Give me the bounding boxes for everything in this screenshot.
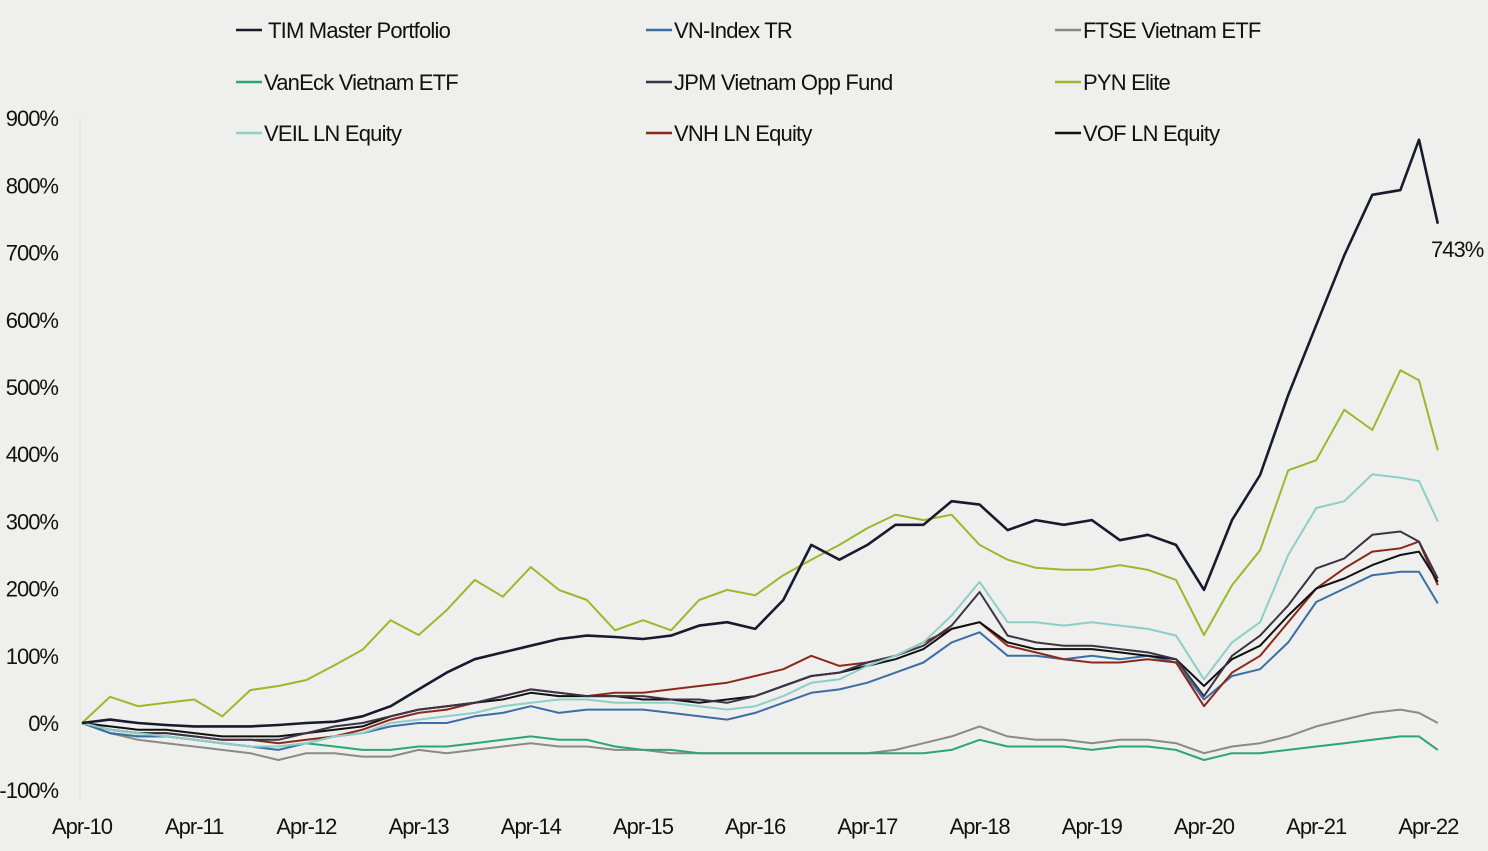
- y-tick-label: 900%: [6, 106, 59, 131]
- legend-label: VEIL LN Equity: [264, 121, 402, 146]
- series-line-jpm-vietnam-opp-fund: [81, 530, 1439, 741]
- legend-item: VNH LN Equity: [646, 121, 813, 146]
- y-tick-label: 600%: [6, 308, 59, 333]
- y-tick-label: 800%: [6, 173, 59, 198]
- x-tick-label: Apr-13: [389, 814, 450, 839]
- legend-item: VOF LN Equity: [1055, 121, 1221, 146]
- y-tick-label: 300%: [6, 509, 59, 534]
- series-line-vn-index-tr: [81, 570, 1439, 751]
- legend-item: VN-Index TR: [646, 18, 793, 43]
- y-tick-label: 700%: [6, 241, 59, 266]
- x-tick-label: Apr-10: [52, 814, 113, 839]
- x-tick-label: Apr-17: [837, 814, 898, 839]
- x-tick-label: Apr-21: [1286, 814, 1347, 839]
- y-tick-label: 200%: [6, 577, 59, 602]
- series-line-veil-ln-equity: [81, 473, 1439, 748]
- legend-item: PYN Elite: [1055, 70, 1171, 95]
- y-tick-label: 500%: [6, 375, 59, 400]
- y-axis: -100% 0% 100% 200% 300% 400% 500% 600% 700% 800% 9…: [0, 106, 59, 803]
- legend-label: PYN Elite: [1083, 70, 1171, 95]
- legend-label: VanEck Vietnam ETF: [264, 70, 458, 95]
- end-value-label: 743%: [1431, 237, 1484, 262]
- series-line-tim-master-portfolio: [81, 138, 1440, 728]
- x-tick-label: Apr-11: [165, 814, 224, 839]
- legend-label: VN-Index TR: [674, 18, 792, 43]
- legend-label: FTSE Vietnam ETF: [1083, 18, 1261, 43]
- legend-item: FTSE Vietnam ETF: [1055, 18, 1262, 43]
- x-tick-label: Apr-22: [1398, 814, 1459, 839]
- x-tick-label: Apr-12: [276, 814, 337, 839]
- y-tick-label: 400%: [6, 442, 59, 467]
- legend-label: VNH LN Equity: [674, 121, 812, 146]
- x-tick-label: Apr-14: [501, 814, 562, 839]
- series-lines: [81, 138, 1440, 761]
- x-tick-label: Apr-18: [950, 814, 1011, 839]
- x-tick-label: Apr-16: [725, 814, 786, 839]
- x-tick-label: Apr-15: [613, 814, 674, 839]
- series-line-vaneck-vietnam-etf: [81, 722, 1439, 761]
- series-line-vnh-ln-equity: [81, 540, 1439, 745]
- y-tick-label: 100%: [6, 644, 59, 669]
- y-tick-label: -100%: [0, 778, 58, 803]
- legend-label: JPM Vietnam Opp Fund: [674, 70, 892, 95]
- x-axis: Apr-10 Apr-11 Apr-12 Apr-13 Apr-14 Apr-15 Apr-…: [52, 814, 1460, 839]
- legend-item: VEIL LN Equity: [236, 121, 403, 146]
- legend-item: TIM Master Portfolio: [236, 18, 451, 43]
- y-tick-label: 0%: [28, 711, 58, 736]
- series-line-vof-ln-equity: [81, 550, 1439, 738]
- x-tick-label: Apr-20: [1174, 814, 1235, 839]
- x-tick-label: Apr-19: [1062, 814, 1123, 839]
- legend-item: JPM Vietnam Opp Fund: [646, 70, 893, 95]
- series-line-pyn-elite: [81, 369, 1439, 724]
- legend-label: TIM Master Portfolio: [268, 18, 451, 43]
- legend: TIM Master Portfolio VN-Index TR FTSE Viet…: [236, 18, 1262, 146]
- legend-item: VanEck Vietnam ETF: [236, 70, 459, 95]
- legend-label: VOF LN Equity: [1083, 121, 1220, 146]
